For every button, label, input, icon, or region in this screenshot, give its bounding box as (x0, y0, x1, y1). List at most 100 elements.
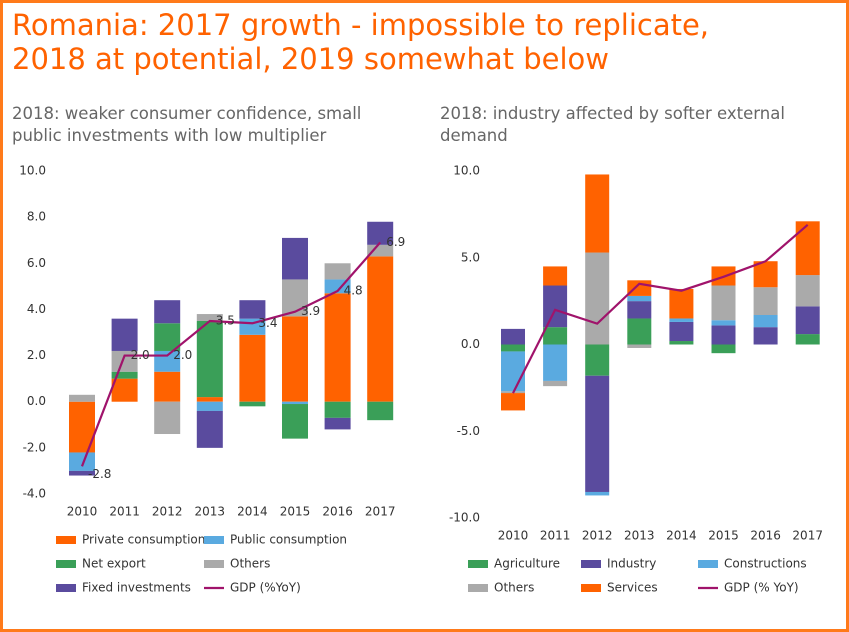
legend-label: GDP (%YoY) (230, 581, 301, 595)
data-label: 4.8 (344, 283, 363, 297)
bar-segment (543, 327, 568, 345)
bar-segment (795, 306, 820, 335)
legend-label: Net export (82, 557, 146, 571)
y-tick-label: -10.0 (449, 511, 480, 525)
bar-segment (154, 401, 181, 435)
bar-segment (795, 221, 820, 276)
bar-segment (669, 321, 694, 342)
y-tick-label: 4.0 (27, 302, 46, 316)
legend-label: Public consumption (230, 533, 347, 547)
x-tick-label: 2010 (67, 505, 98, 519)
chart-subtitle: demand (440, 126, 508, 145)
bar-segment (69, 470, 95, 476)
bar-segment (196, 410, 223, 448)
bar-segment (585, 491, 610, 496)
bar-segment (543, 344, 568, 381)
x-tick-label: 2011 (540, 529, 571, 543)
bar-segment (543, 380, 568, 387)
data-label: 3.5 (216, 313, 235, 327)
data-label: 2.0 (173, 348, 192, 362)
y-tick-label: 10.0 (453, 164, 480, 178)
legend-swatch (468, 560, 488, 568)
data-label: -2.8 (88, 467, 111, 481)
bar-segment (501, 328, 525, 345)
bar-segment (585, 344, 610, 376)
bar-segment (711, 285, 736, 321)
bar-segment (196, 397, 223, 402)
bar-segment (753, 287, 778, 316)
data-label: 2.0 (131, 348, 150, 362)
bar-segment (501, 351, 525, 392)
bar-segment (711, 325, 736, 345)
bar-segment (111, 378, 138, 402)
x-tick-label: 2015 (280, 505, 311, 519)
bar-segment (324, 417, 351, 430)
bar-segment (367, 401, 394, 421)
y-tick-label: 5.0 (461, 250, 480, 264)
bar-segment (69, 394, 95, 402)
bar-segment (627, 318, 652, 345)
bar-segment (324, 263, 351, 280)
y-tick-label: 2.0 (27, 348, 46, 362)
y-tick-label: 0.0 (27, 394, 46, 408)
y-tick-label: 6.0 (27, 256, 46, 270)
bar-segment (196, 401, 223, 411)
bar-segment (543, 285, 568, 328)
x-tick-label: 2011 (109, 505, 140, 519)
legend-swatch (204, 560, 224, 568)
x-tick-label: 2015 (708, 529, 739, 543)
legend-swatch (581, 560, 601, 568)
data-label: 6.9 (386, 235, 405, 249)
bar-segment (111, 318, 138, 351)
bar-segment (795, 275, 820, 307)
bar-segment (69, 452, 95, 471)
bar-segment (282, 404, 308, 439)
legend-label: Others (230, 557, 270, 571)
bar-segment (585, 252, 610, 345)
x-tick-label: 2017 (365, 505, 396, 519)
y-tick-label: 0.0 (461, 337, 480, 351)
bar-segment (367, 221, 394, 245)
bar-segment (711, 344, 736, 354)
legend-swatch (56, 584, 76, 592)
gdp-line (80, 241, 382, 467)
bar-segment (627, 344, 652, 348)
legend-label: Industry (607, 557, 656, 571)
bar-segment (627, 301, 652, 319)
bar-segment (282, 401, 308, 405)
bar-segment (154, 300, 181, 324)
bar-segment (282, 279, 308, 317)
y-tick-label: 10.0 (19, 164, 46, 178)
bar-segment (585, 174, 610, 253)
y-tick-label: -4.0 (23, 487, 46, 501)
bar-segment (324, 401, 351, 418)
legend-swatch (56, 560, 76, 568)
x-tick-label: 2014 (237, 505, 268, 519)
legend-label: Constructions (724, 557, 807, 571)
bar-segment (196, 320, 223, 398)
bar-segment (282, 237, 308, 280)
bar-segment (627, 295, 652, 302)
legend-label: Agriculture (494, 557, 560, 571)
x-tick-label: 2010 (498, 529, 529, 543)
bar-segment (669, 318, 694, 322)
legend-swatch (698, 560, 718, 568)
bar-segment (753, 261, 778, 288)
bar-segment (753, 327, 778, 345)
bar-segment (367, 256, 394, 402)
page-title: Romania: 2017 growth - impossible to rep… (12, 8, 710, 42)
legend-swatch (581, 584, 601, 592)
bar-segment (367, 244, 394, 257)
legend-swatch (204, 536, 224, 544)
legend-label: Services (607, 581, 658, 595)
x-tick-label: 2014 (666, 529, 697, 543)
bar-segment (627, 280, 652, 296)
bar-segment (795, 334, 820, 345)
bar-segment (585, 375, 610, 492)
chart-subtitle: 2018: industry affected by softer extern… (440, 104, 785, 123)
legend-label: Others (494, 581, 534, 595)
data-label: 3.9 (301, 304, 320, 318)
